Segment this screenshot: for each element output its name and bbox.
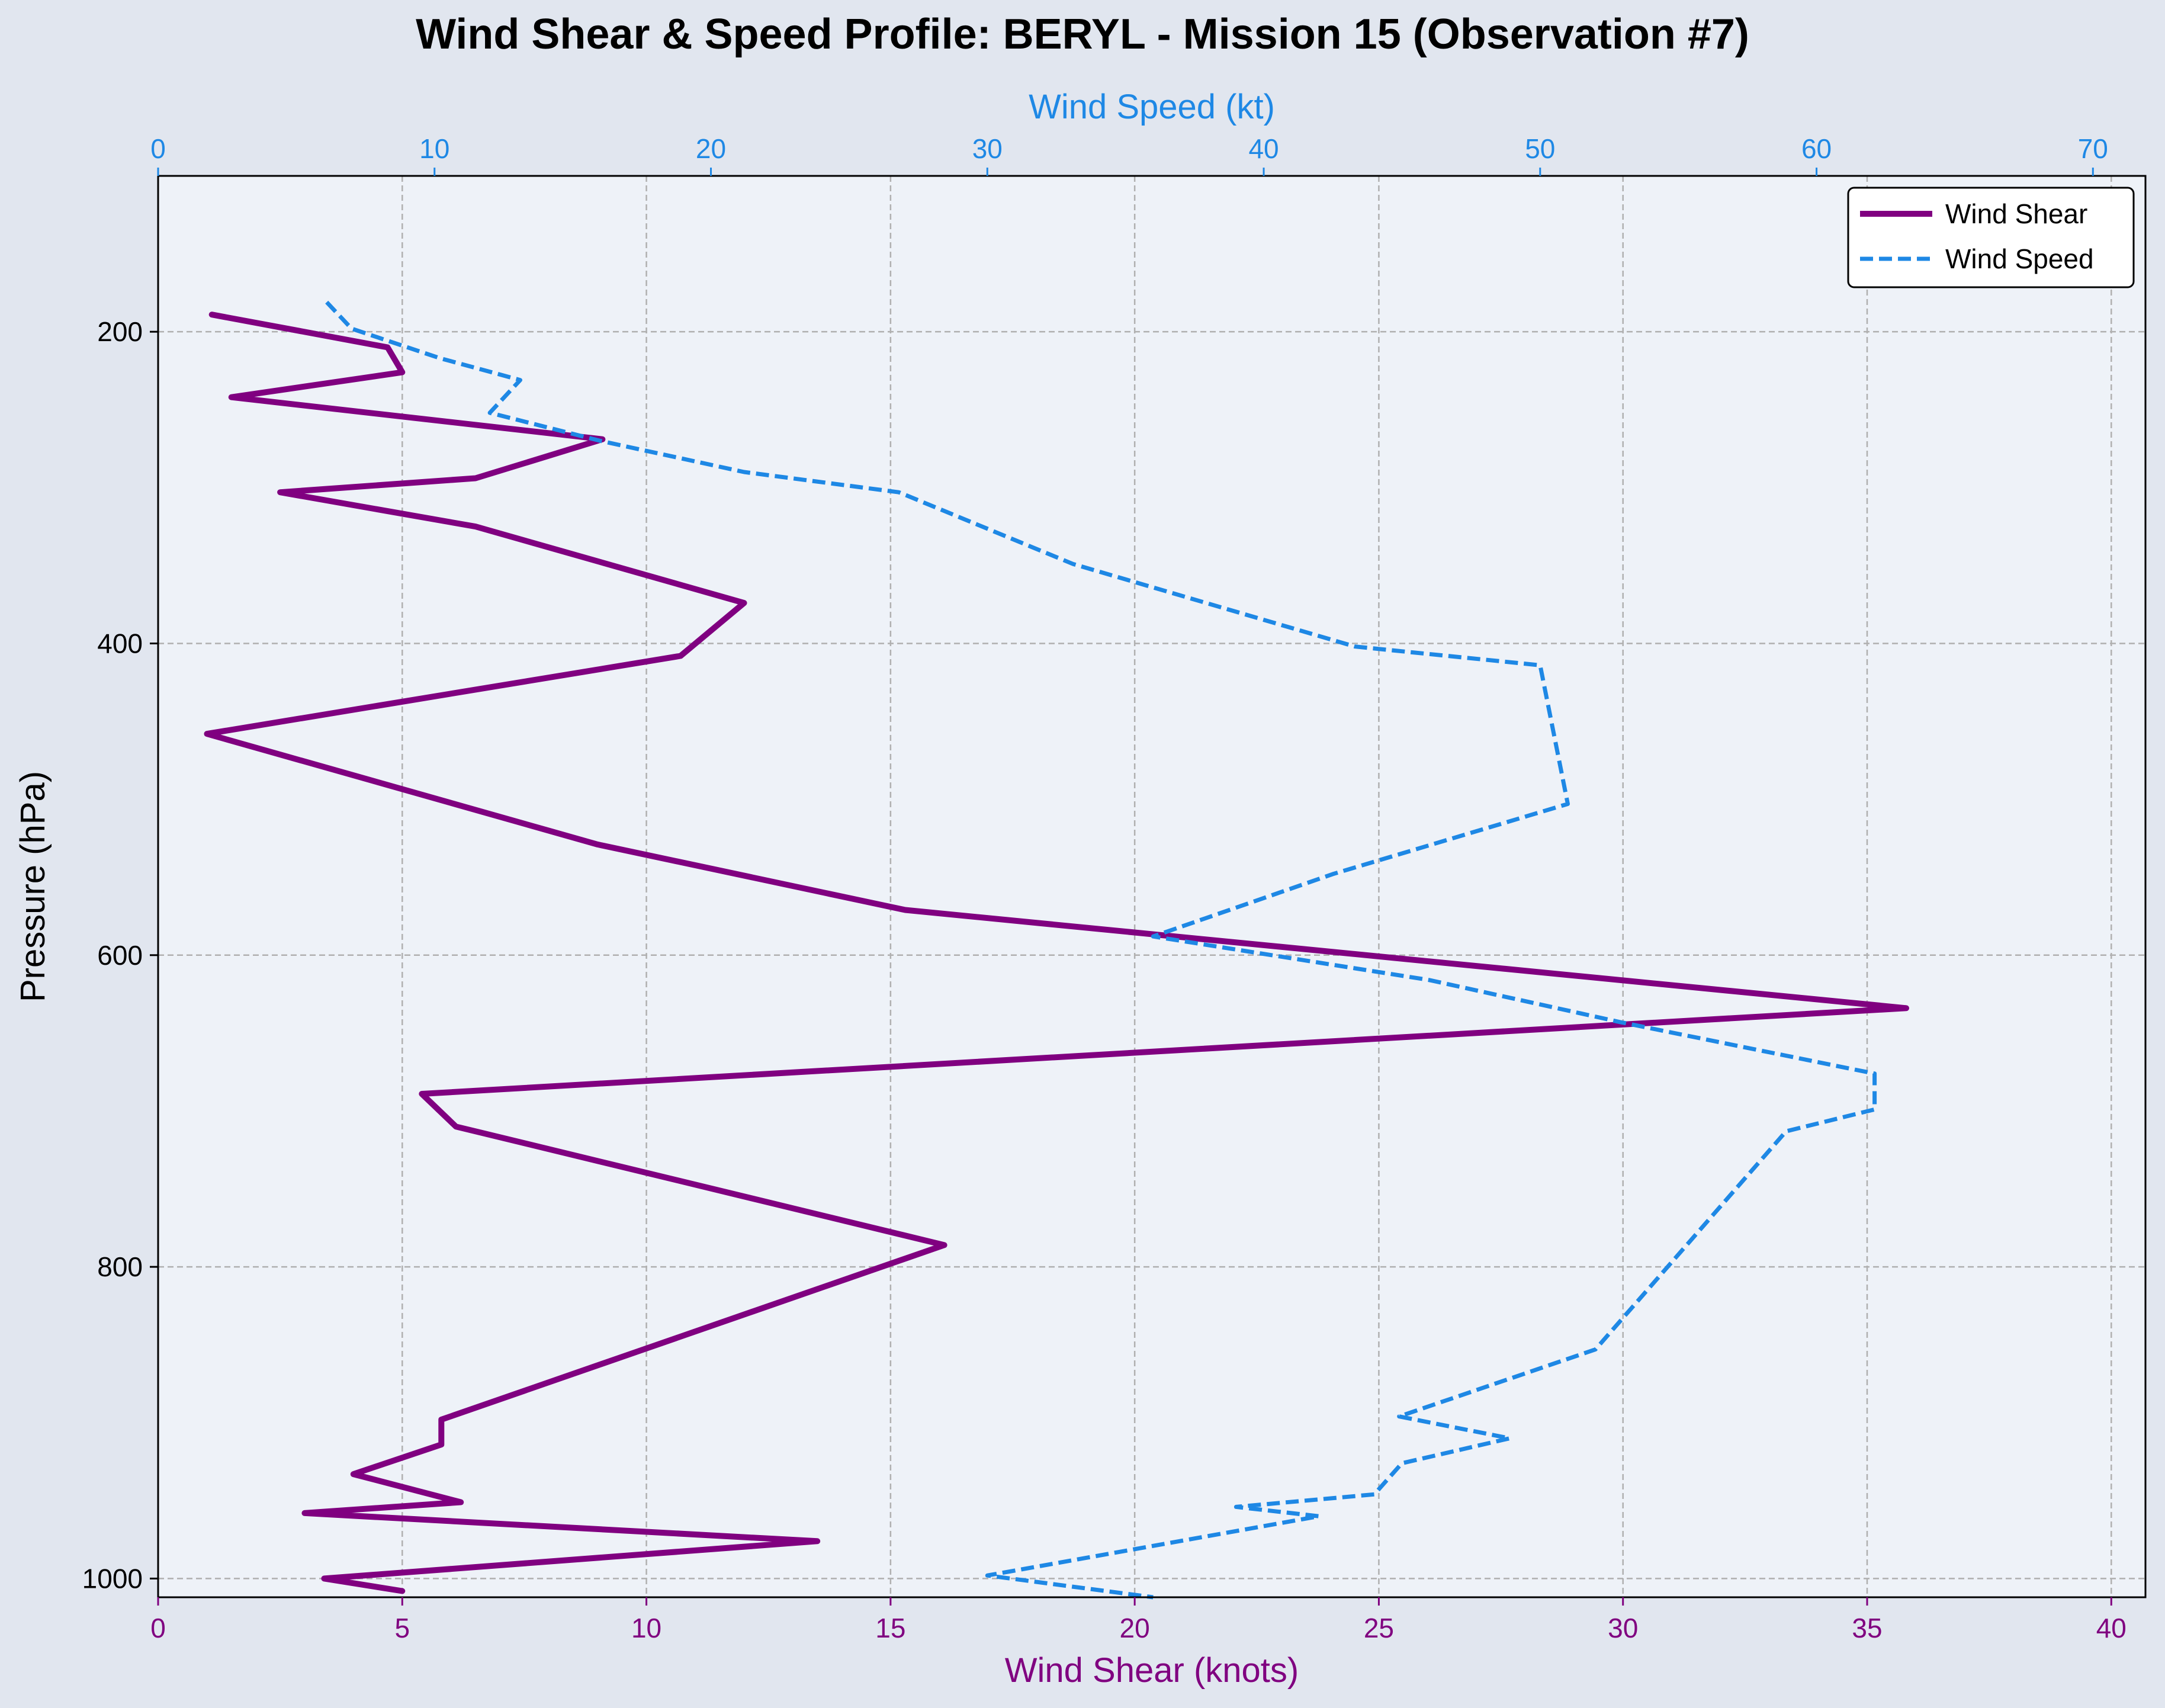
y-tick-label: 600 [97, 940, 143, 971]
x-tick-label-bottom: 5 [394, 1613, 410, 1643]
series-layer [204, 300, 1909, 1600]
series-line-wind-speed [325, 300, 1877, 1600]
bottom-axis-label: Wind Shear (knots) [1005, 1651, 1299, 1690]
x-tick-label-top: 0 [150, 133, 166, 164]
x-tick-label-bottom: 15 [875, 1613, 905, 1643]
y-tick-label: 200 [97, 316, 143, 347]
plot-area [158, 176, 2145, 1597]
x-tick-label-bottom: 25 [1364, 1613, 1394, 1643]
left-axis-label: Pressure (hPa) [14, 771, 52, 1002]
x-tick-label-top: 70 [2078, 133, 2108, 164]
top-axis-label: Wind Speed (kt) [1029, 88, 1275, 126]
chart-title: Wind Shear & Speed Profile: BERYL - Miss… [416, 11, 1749, 58]
top-axis: 0 10 20 30 40 50 60 70 [150, 133, 2108, 176]
x-tick-label-bottom: 40 [2096, 1613, 2127, 1643]
left-axis: 200 400 600 800 1000 [82, 316, 158, 1594]
bottom-axis: 0 5 10 15 20 25 30 35 40 [150, 1597, 2127, 1643]
x-tick-label-top: 40 [1248, 133, 1279, 164]
plot-frame [157, 175, 2147, 1598]
x-tick-label-top: 30 [972, 133, 1003, 164]
x-tick-label-top: 50 [1525, 133, 1555, 164]
x-tick-label-bottom: 30 [1608, 1613, 1638, 1643]
y-tick-label: 400 [97, 628, 143, 659]
legend-label-wind-speed: Wind Speed [1945, 243, 2094, 274]
series-line-wind-shear [204, 312, 1909, 1594]
x-tick-label-top: 60 [1801, 133, 1832, 164]
x-tick-label-bottom: 35 [1852, 1613, 1882, 1643]
legend-label-wind-shear: Wind Shear [1945, 198, 2087, 229]
x-tick-label-bottom: 20 [1120, 1613, 1150, 1643]
y-tick-label: 1000 [82, 1563, 143, 1594]
x-tick-label-top: 20 [696, 133, 726, 164]
legend: Wind Shear Wind Speed [1847, 187, 2135, 288]
x-tick-label-bottom: 10 [631, 1613, 661, 1643]
x-tick-label-top: 10 [419, 133, 449, 164]
x-tick-label-bottom: 0 [150, 1613, 166, 1643]
y-tick-label: 800 [97, 1251, 143, 1282]
